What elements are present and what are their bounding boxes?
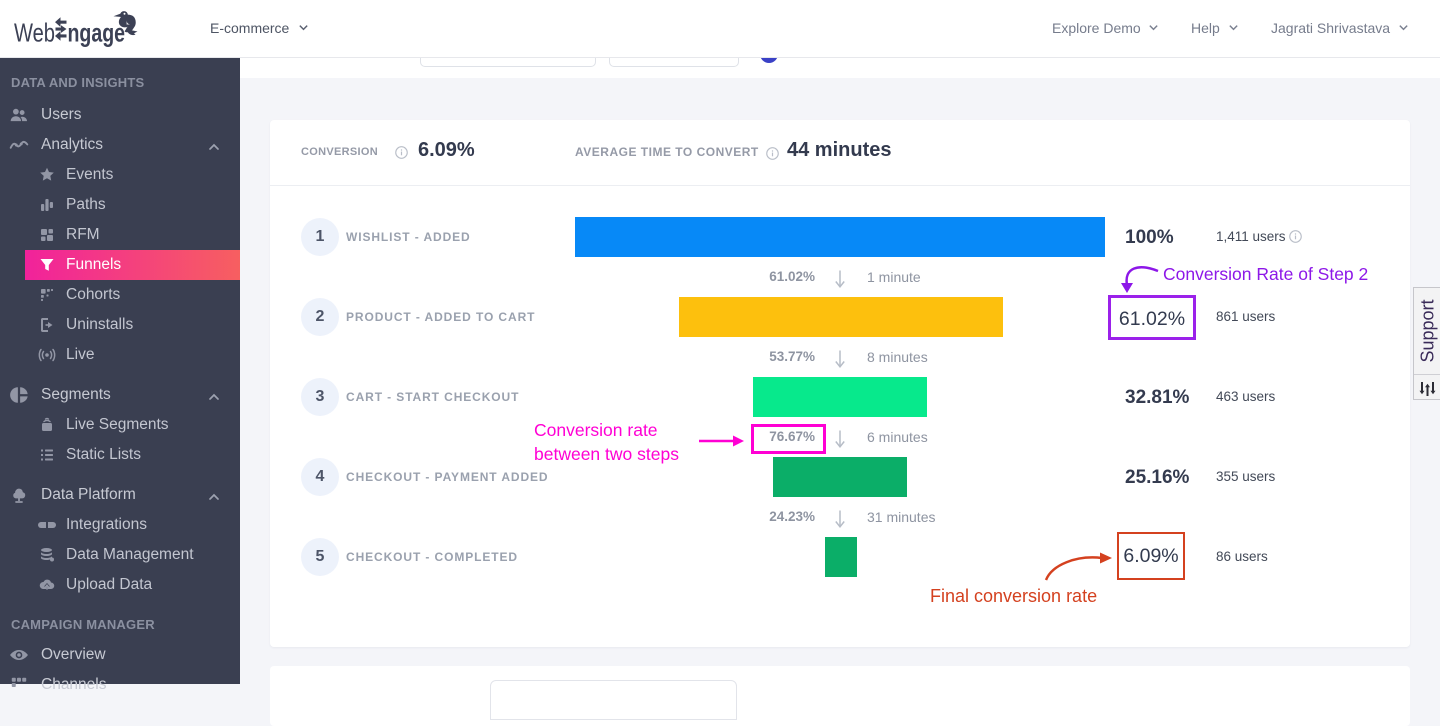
svg-text:Web: Web <box>14 18 55 48</box>
svg-text:ngage: ngage <box>68 18 126 48</box>
